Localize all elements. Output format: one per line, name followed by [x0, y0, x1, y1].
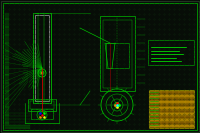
Bar: [149, 90, 194, 128]
Bar: [150, 109, 194, 112]
Bar: [150, 107, 194, 109]
Bar: [103, 20, 132, 88]
Bar: [150, 119, 194, 121]
Bar: [150, 122, 194, 124]
Bar: [30, 101, 54, 109]
Bar: [150, 101, 194, 103]
Bar: [150, 115, 194, 118]
Bar: [150, 103, 194, 106]
Bar: [148, 40, 194, 65]
Bar: [150, 97, 194, 100]
Bar: [150, 92, 194, 94]
Bar: [31, 109, 53, 119]
Bar: [35, 15, 49, 101]
Bar: [106, 43, 129, 68]
Bar: [33, 13, 51, 103]
Bar: [150, 113, 194, 115]
Bar: [150, 124, 194, 127]
Bar: [150, 95, 194, 97]
Bar: [28, 99, 56, 111]
Bar: [100, 16, 135, 91]
